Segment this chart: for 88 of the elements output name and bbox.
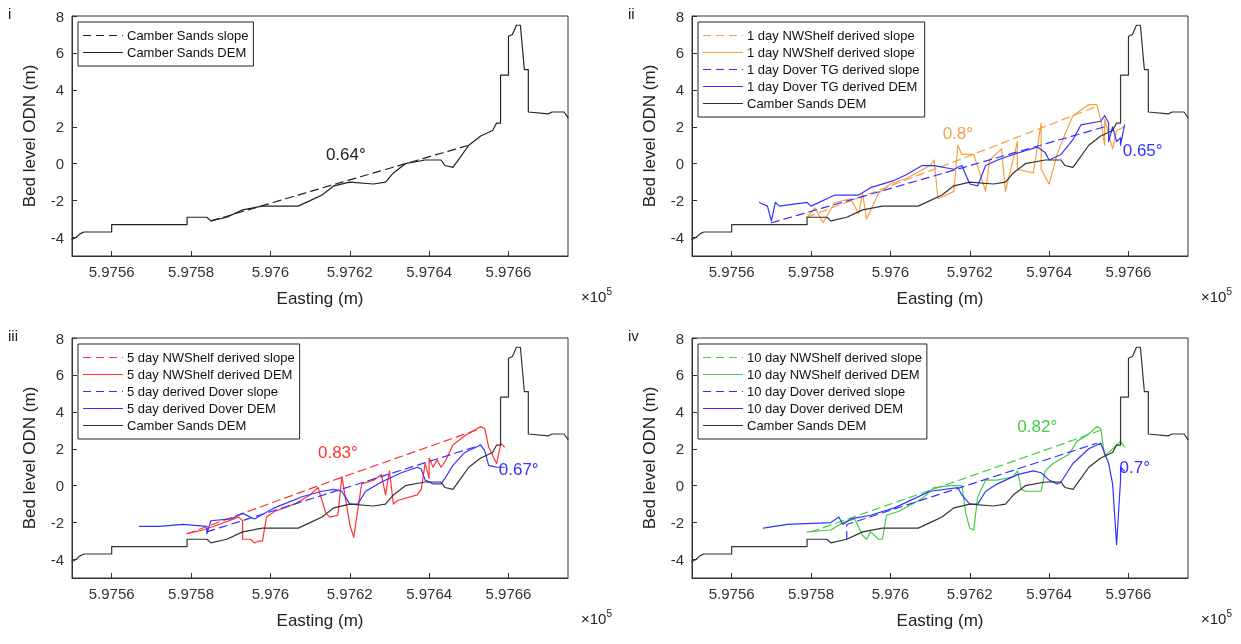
x-axis-title: Easting (m) <box>896 289 984 308</box>
legend-label: 5 day derived Dover slope <box>127 384 279 399</box>
y-tick-label: 0 <box>675 155 684 173</box>
x-tick-label: 5.9756 <box>88 263 135 280</box>
x-tick-label: 5.9766 <box>1105 263 1152 280</box>
y-tick-label: -2 <box>50 514 64 532</box>
y-tick-label: 0 <box>55 477 64 495</box>
x-tick-label: 5.9756 <box>708 585 755 602</box>
legend-label: 5 day NWShelf derived slope <box>127 350 295 365</box>
x-tick-label: 5.9766 <box>485 585 532 602</box>
y-axis-title: Bed level ODN (m) <box>20 386 39 530</box>
text: iii <box>8 327 18 344</box>
y-tick-label: 2 <box>55 440 64 458</box>
legend-label: 10 day NWShelf derived DEM <box>747 367 920 382</box>
y-tick-label: 2 <box>675 440 684 458</box>
x-axis-title: Easting (m) <box>276 289 364 308</box>
legend-label: 5 day derived Dover DEM <box>127 401 276 416</box>
text: iv <box>628 327 640 344</box>
legend-label: 5 day NWShelf derived DEM <box>127 367 293 382</box>
y-tick-label: -4 <box>50 229 64 247</box>
y-tick-label: 4 <box>675 81 684 99</box>
legend-label: 1 day NWShelf derived slope <box>747 45 915 60</box>
x-axis-title: Easting (m) <box>276 611 364 630</box>
x-tick-label: 5.9762 <box>946 263 993 280</box>
legend-label: Camber Sands DEM <box>127 45 247 60</box>
y-tick-label: 8 <box>55 7 64 25</box>
y-tick-label: 4 <box>675 403 684 421</box>
y-axis-title: Bed level ODN (m) <box>640 64 659 208</box>
x-tick-label: 5.9756 <box>88 585 135 602</box>
y-tick-label: -2 <box>670 192 684 210</box>
legend-label: 1 day Dover TG derived DEM <box>747 79 918 94</box>
x-tick-label: 5.9758 <box>168 585 214 602</box>
x-tick-label: 5.9762 <box>946 585 993 602</box>
x-tick-label: 5.9758 <box>788 263 834 280</box>
annotation: 0.8° <box>942 124 974 144</box>
x-tick-label: 5.9756 <box>708 263 755 280</box>
legend-label: 1 day Dover TG derived slope <box>747 62 920 77</box>
y-tick-label: -4 <box>670 229 684 247</box>
y-tick-label: 2 <box>55 118 64 136</box>
x-axis-title: Easting (m) <box>896 611 984 630</box>
text: ii <box>628 5 635 22</box>
y-tick-label: 8 <box>675 7 684 25</box>
x-tick-label: 5.976 <box>251 585 290 602</box>
x-tick-label: 5.9758 <box>788 585 834 602</box>
annotation: 0.67° <box>498 459 539 479</box>
x-tick-label: 5.9764 <box>406 585 453 602</box>
annotation: 0.83° <box>317 442 358 462</box>
x-tick-label: 5.976 <box>251 263 290 280</box>
y-tick-label: -2 <box>670 514 684 532</box>
x-tick-label: 5.9762 <box>326 263 373 280</box>
y-tick-label: -4 <box>670 551 684 569</box>
x-tick-label: 5.9764 <box>1026 585 1073 602</box>
y-axis-title: Bed level ODN (m) <box>20 64 39 208</box>
x-tick-label: 5.9766 <box>1105 585 1152 602</box>
legend-label: 10 day Dover derived slope <box>747 384 906 399</box>
x-tick-label: 5.976 <box>871 585 910 602</box>
legend-label: 10 day NWShelf derived slope <box>747 350 922 365</box>
x-tick-label: 5.9762 <box>326 585 373 602</box>
legend-label: Camber Sands DEM <box>747 418 867 433</box>
y-tick-label: 2 <box>675 118 684 136</box>
y-tick-label: 8 <box>675 329 684 347</box>
x-tick-label: 5.9758 <box>168 263 214 280</box>
legend-label: 1 day NWShelf derived slope <box>747 28 915 43</box>
x-tick-label: 5.976 <box>871 263 910 280</box>
annotation: 0.82° <box>1017 416 1058 436</box>
legend-label: Camber Sands DEM <box>127 418 247 433</box>
y-tick-label: 4 <box>55 403 64 421</box>
line-series <box>71 24 569 240</box>
y-tick-label: 0 <box>675 477 684 495</box>
y-tick-label: -4 <box>50 551 64 569</box>
legend-label: Camber Sands slope <box>127 28 249 43</box>
y-tick-label: 6 <box>675 366 684 384</box>
y-tick-label: -2 <box>50 192 64 210</box>
y-tick-label: 0 <box>55 155 64 173</box>
y-axis-title: Bed level ODN (m) <box>640 386 659 530</box>
y-tick-label: 4 <box>55 81 64 99</box>
x-tick-label: 5.9766 <box>485 263 532 280</box>
annotation: 0.65° <box>1122 141 1163 161</box>
legend-label: Camber Sands DEM <box>747 96 867 111</box>
x-tick-label: 5.9764 <box>1026 263 1073 280</box>
x-tick-label: 5.9764 <box>406 263 453 280</box>
annotation: 0.64° <box>325 144 366 164</box>
y-tick-label: 8 <box>55 329 64 347</box>
y-tick-label: 6 <box>675 44 684 62</box>
legend-label: 10 day Dover derived DEM <box>747 401 904 416</box>
y-tick-label: 6 <box>55 44 64 62</box>
text: i <box>8 5 12 22</box>
y-tick-label: 6 <box>55 366 64 384</box>
